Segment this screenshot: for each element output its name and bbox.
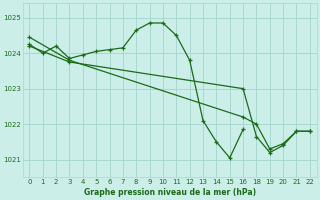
X-axis label: Graphe pression niveau de la mer (hPa): Graphe pression niveau de la mer (hPa) — [84, 188, 256, 197]
